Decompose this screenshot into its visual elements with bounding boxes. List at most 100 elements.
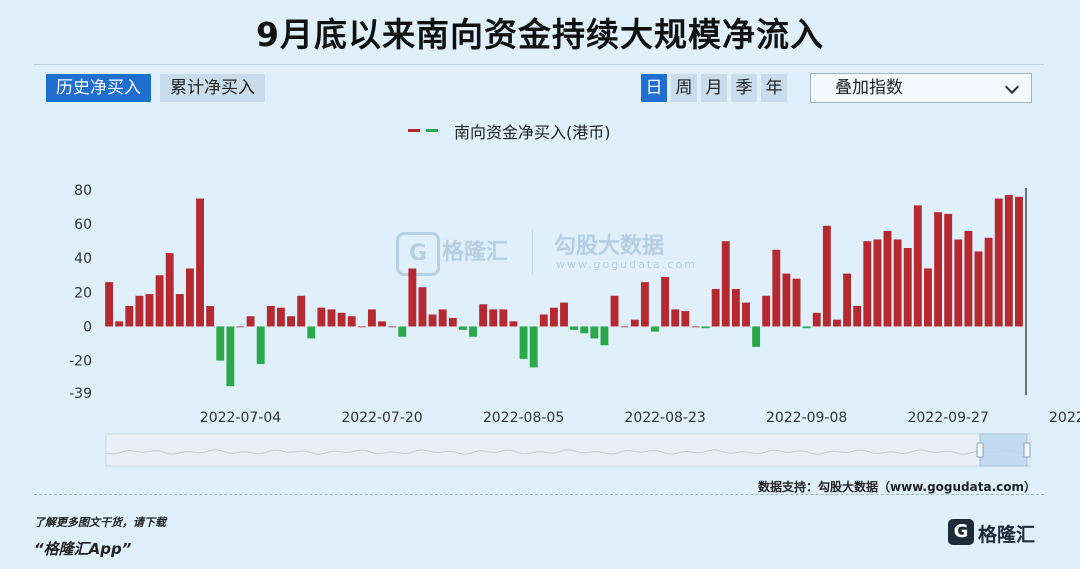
bar[interactable] [984, 237, 993, 327]
navigator-left-handle[interactable] [976, 442, 984, 458]
bar[interactable] [428, 314, 437, 327]
bar[interactable] [367, 309, 376, 327]
bar[interactable] [883, 230, 892, 327]
bar[interactable] [661, 277, 670, 327]
bar[interactable] [135, 295, 144, 327]
bar[interactable] [640, 282, 649, 327]
bar[interactable] [651, 326, 659, 332]
bar[interactable] [782, 273, 791, 327]
bar[interactable] [196, 198, 204, 327]
bar[interactable] [802, 326, 811, 329]
bar[interactable] [418, 287, 427, 327]
bar[interactable] [216, 326, 225, 361]
bar[interactable] [570, 326, 579, 330]
bar[interactable] [1004, 195, 1013, 327]
bar[interactable] [924, 268, 932, 327]
tab-cumulative-net-buy[interactable]: 累计净买入 [160, 74, 265, 102]
navigator-right-handle[interactable] [1023, 442, 1031, 458]
bar[interactable] [630, 319, 639, 327]
bar[interactable] [691, 326, 700, 328]
bar[interactable] [489, 309, 498, 327]
bar[interactable] [317, 307, 326, 327]
bar[interactable] [125, 306, 134, 327]
bar[interactable] [994, 198, 1003, 327]
bar[interactable] [519, 326, 528, 359]
bar[interactable] [772, 249, 781, 327]
bar[interactable] [590, 326, 599, 339]
bar[interactable] [974, 251, 983, 327]
bar[interactable] [448, 317, 457, 327]
bar[interactable] [479, 304, 488, 327]
bar[interactable] [762, 295, 771, 327]
navigator-track[interactable] [105, 433, 1031, 467]
bar[interactable] [185, 268, 194, 327]
bar[interactable] [600, 326, 609, 346]
bar[interactable] [812, 312, 821, 327]
bar[interactable] [337, 312, 346, 327]
bar[interactable] [357, 326, 366, 328]
bar[interactable] [560, 302, 568, 327]
bar[interactable] [964, 230, 973, 327]
bar[interactable] [266, 306, 275, 327]
bar[interactable] [792, 278, 801, 327]
bar[interactable] [742, 302, 750, 327]
bar[interactable] [408, 268, 417, 327]
bar[interactable] [398, 326, 407, 337]
period-month-button[interactable]: 月 [701, 74, 727, 102]
bar[interactable] [175, 294, 184, 327]
bar[interactable] [378, 321, 386, 327]
bar[interactable] [469, 326, 477, 337]
bar[interactable] [307, 326, 316, 339]
bar[interactable] [822, 225, 831, 327]
bar[interactable] [681, 311, 690, 327]
bar[interactable] [276, 307, 285, 327]
bar[interactable] [903, 248, 912, 327]
bar[interactable] [701, 326, 710, 329]
bar[interactable] [105, 282, 113, 327]
bar[interactable] [155, 275, 164, 327]
period-quarter-button[interactable]: 季 [731, 74, 757, 102]
bar[interactable] [752, 326, 761, 347]
bar[interactable] [580, 326, 589, 334]
bar[interactable] [711, 288, 720, 327]
bar[interactable] [954, 239, 963, 327]
bar[interactable] [115, 321, 124, 327]
period-year-button[interactable]: 年 [761, 74, 787, 102]
bar[interactable] [347, 316, 356, 327]
bar[interactable] [913, 205, 922, 327]
bar[interactable] [549, 307, 558, 327]
bar[interactable] [206, 306, 215, 327]
bar[interactable] [944, 213, 953, 327]
bar[interactable] [438, 309, 447, 327]
bar[interactable] [499, 309, 508, 327]
period-week-button[interactable]: 周 [671, 74, 697, 102]
bar[interactable] [145, 294, 154, 327]
bar[interactable] [539, 314, 548, 327]
bar[interactable] [873, 239, 882, 327]
bar[interactable] [731, 288, 740, 327]
bar[interactable] [610, 295, 619, 327]
bar[interactable] [893, 239, 902, 327]
bar[interactable] [671, 309, 680, 327]
bar[interactable] [863, 241, 872, 327]
overlay-index-select[interactable]: 叠加指数 [810, 73, 1032, 103]
bar[interactable] [388, 326, 397, 328]
bar[interactable] [236, 326, 245, 328]
bar[interactable] [509, 321, 518, 327]
bar[interactable] [226, 326, 235, 387]
bar[interactable] [529, 326, 538, 368]
tab-history-net-buy[interactable]: 历史净买入 [46, 74, 151, 102]
bar[interactable] [287, 316, 295, 327]
bar[interactable] [256, 326, 265, 364]
bar[interactable] [853, 306, 862, 327]
bar[interactable] [620, 326, 629, 328]
bar[interactable] [165, 253, 174, 327]
bar[interactable] [721, 241, 730, 327]
period-day-button[interactable]: 日 [641, 74, 667, 102]
bar[interactable] [843, 273, 852, 327]
bar[interactable] [297, 295, 306, 327]
bar[interactable] [246, 316, 255, 327]
bar[interactable] [833, 319, 841, 327]
bar[interactable] [458, 326, 467, 330]
bar[interactable] [1015, 196, 1023, 327]
